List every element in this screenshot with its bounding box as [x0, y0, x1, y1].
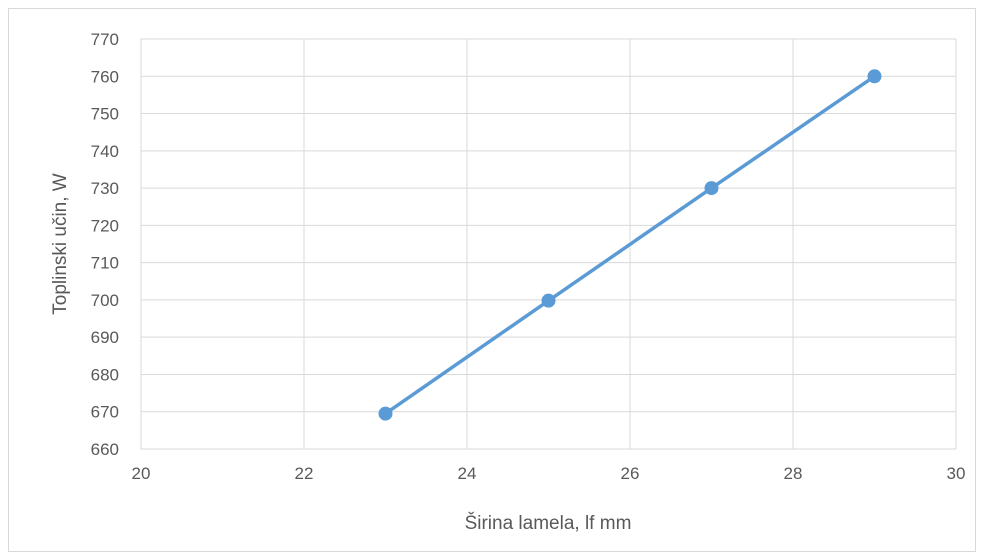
- series-layer: [378, 69, 882, 421]
- y-tick-labels: 660 670 680 690 700 710 720 730 740 750 760 770: [91, 30, 119, 459]
- y-tick-label: 760: [91, 67, 119, 86]
- chart-frame: [8, 8, 976, 552]
- data-point: [704, 181, 719, 196]
- y-tick-label: 660: [91, 440, 119, 459]
- x-axis-title: Širina lamela, lf mm: [465, 512, 632, 534]
- y-axis-title: Toplinski učin, W: [50, 173, 71, 315]
- x-tick-label: 20: [132, 464, 151, 483]
- x-tick-label: 30: [947, 464, 966, 483]
- data-point: [541, 293, 556, 308]
- x-tick-label: 26: [621, 464, 640, 483]
- y-tick-label: 720: [91, 216, 119, 235]
- x-tick-label: 22: [295, 464, 314, 483]
- y-tick-label: 690: [91, 328, 119, 347]
- y-tick-label: 700: [91, 291, 119, 310]
- y-tick-label: 770: [91, 30, 119, 49]
- y-tick-label: 710: [91, 254, 119, 273]
- x-tick-labels: 20 22 24 26 28 30: [132, 464, 966, 483]
- y-tick-label: 730: [91, 179, 119, 198]
- y-tick-label: 680: [91, 365, 119, 384]
- y-tick-label: 750: [91, 105, 119, 124]
- x-tick-label: 24: [458, 464, 477, 483]
- data-point: [378, 406, 393, 421]
- data-point: [867, 69, 882, 84]
- series-line: [383, 74, 877, 416]
- y-tick-label: 740: [91, 142, 119, 161]
- x-tick-label: 28: [784, 464, 803, 483]
- y-tick-label: 670: [91, 403, 119, 422]
